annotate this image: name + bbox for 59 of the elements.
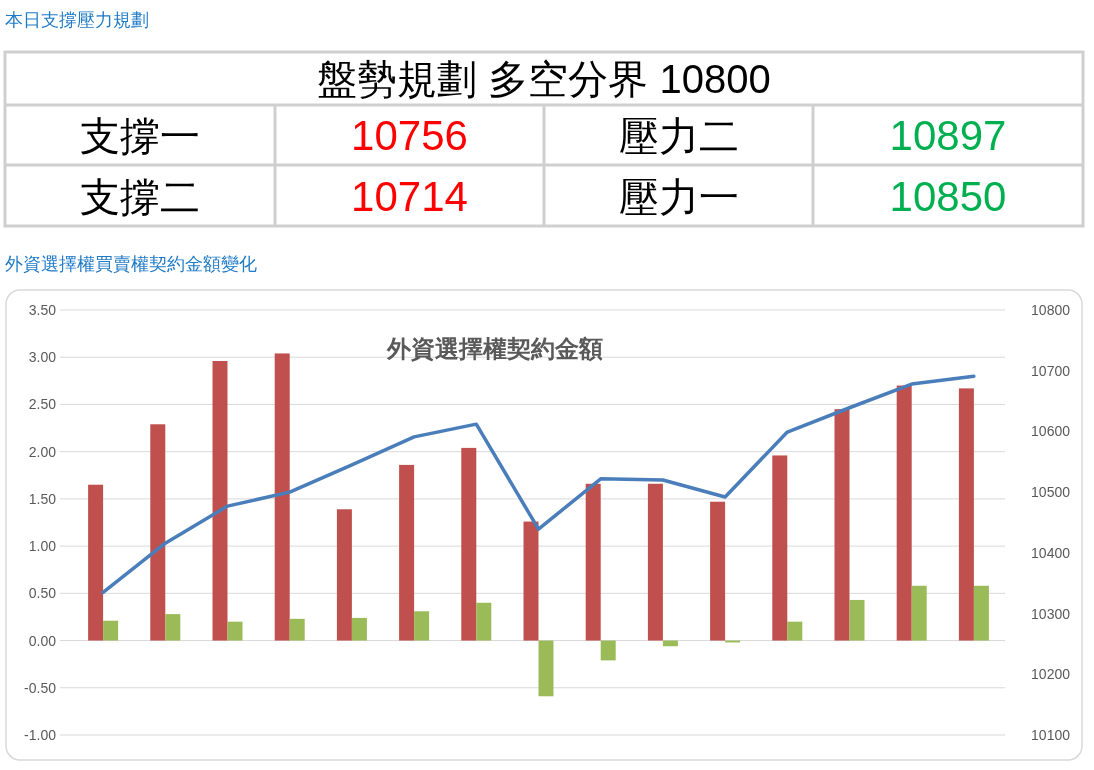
- bar: [523, 521, 539, 641]
- y-tick-label: -1.00: [24, 727, 57, 743]
- bar: [351, 617, 367, 641]
- y-tick-label: 2.50: [28, 396, 57, 413]
- bar: [600, 640, 616, 661]
- y-tick-label: 0.50: [28, 585, 57, 602]
- bar: [274, 353, 290, 641]
- bar: [165, 614, 181, 641]
- text: 本日支撐壓力規劃: [5, 10, 149, 30]
- text: 10850: [889, 172, 1007, 220]
- bar: [461, 447, 477, 641]
- bar: [834, 409, 850, 641]
- y2-tick-label: 10400: [1031, 544, 1071, 561]
- bar: [647, 483, 663, 641]
- text: 10714: [351, 172, 468, 220]
- text: 壓力二: [618, 114, 739, 158]
- bar: [414, 611, 430, 641]
- text: 支撐一: [80, 114, 200, 158]
- line-series: [101, 374, 976, 595]
- y-tick-label: -0.50: [24, 679, 57, 696]
- bar: [849, 599, 865, 641]
- text: 10897: [889, 112, 1007, 159]
- y2-tick-label: 10100: [1031, 727, 1071, 743]
- y-tick-label: 3.50: [28, 302, 57, 318]
- bar: [973, 585, 989, 641]
- text: 10756: [351, 112, 468, 159]
- bar: [958, 388, 974, 641]
- bar: [289, 618, 305, 641]
- bar: [585, 483, 601, 641]
- y2-tick-label: 10300: [1031, 605, 1071, 622]
- bar: [772, 455, 788, 641]
- bar: [227, 621, 243, 641]
- y2-tick-label: 10700: [1031, 362, 1071, 379]
- y-tick-label: 2.00: [28, 443, 57, 460]
- text: 支撐二: [80, 174, 200, 219]
- chart-title: 外資選擇權買賣權契約金額變化: [5, 254, 257, 274]
- bar: [476, 602, 492, 641]
- y2-tick-label: 10500: [1031, 484, 1071, 501]
- bar: [103, 620, 119, 641]
- bar: [336, 509, 352, 641]
- bar: [710, 501, 726, 641]
- bar: [911, 585, 927, 641]
- bar: [150, 424, 166, 641]
- bar: [88, 484, 104, 641]
- bar: [399, 464, 415, 641]
- y-tick-label: 3.00: [28, 349, 57, 366]
- text: 外資選擇權契約金額: [386, 335, 603, 362]
- bar: [787, 621, 803, 641]
- y-tick-label: 1.50: [28, 490, 57, 507]
- y-tick-label: 1.00: [28, 538, 57, 555]
- text: 壓力一: [618, 174, 739, 219]
- y2-tick-label: 10200: [1031, 666, 1071, 683]
- y2-tick-label: 10600: [1031, 423, 1071, 440]
- y-tick-label: 0.00: [28, 632, 57, 649]
- y2-tick-label: 10800: [1031, 302, 1071, 318]
- bar: [538, 640, 554, 697]
- text: 盤勢規劃 多空分界 10800: [317, 56, 771, 101]
- bar: [896, 385, 912, 641]
- bar: [212, 361, 228, 641]
